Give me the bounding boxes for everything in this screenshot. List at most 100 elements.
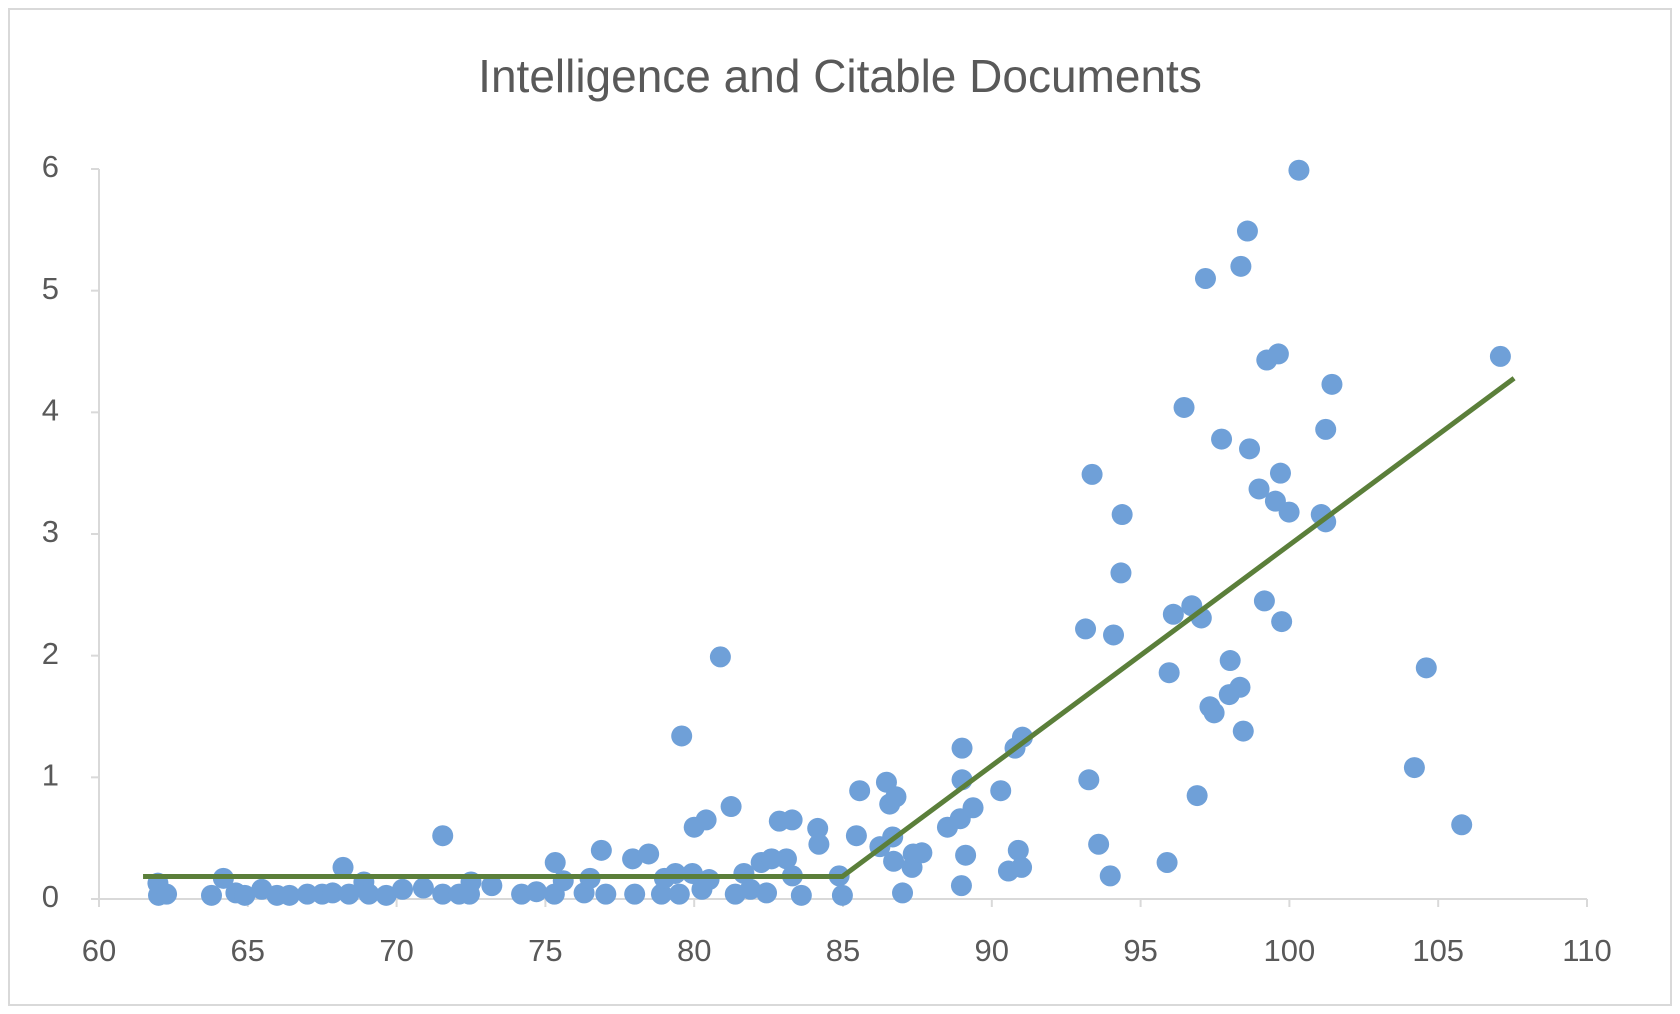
point [1011,726,1033,748]
point [695,809,717,831]
point [990,780,1012,802]
point [962,797,984,819]
point [1173,396,1195,418]
point [1321,373,1343,395]
point [432,825,454,847]
chart-border [8,8,1672,1006]
point [1489,345,1511,367]
point [1088,833,1110,855]
point [807,817,829,839]
x-tick-label: 100 [1264,933,1316,968]
point [1007,839,1029,861]
point [1186,785,1208,807]
y-tick-label: 5 [42,271,59,306]
point [1219,650,1241,672]
y-tick-label: 3 [42,514,59,549]
point [544,852,566,873]
point [1203,702,1225,724]
x-tick-label: 85 [826,933,860,968]
point [1211,428,1233,450]
point [1156,852,1178,873]
point [756,882,778,904]
point [671,725,693,747]
point [951,737,973,759]
point [1194,268,1216,289]
point [892,882,914,904]
point [1253,590,1275,612]
point [709,646,731,668]
point [156,883,178,905]
point [296,883,318,905]
point [808,833,830,855]
point [1229,676,1251,698]
point [1110,562,1132,584]
fit-line [143,376,1516,879]
point [1081,463,1103,485]
y-tick-label: 0 [42,879,59,914]
point [883,850,905,872]
point [1248,478,1270,500]
point [1078,769,1100,791]
point [332,856,354,878]
point [1267,343,1289,365]
point [1288,159,1310,181]
x-tick-label: 75 [528,933,562,968]
point [1011,856,1033,878]
point [720,796,742,818]
point [624,883,646,905]
point [622,848,644,870]
point [831,884,853,906]
point [525,881,547,903]
chart-title: Intelligence and Citable Documents [478,50,1202,102]
point [392,878,414,900]
point [552,870,574,892]
point [338,883,360,905]
point [1103,624,1125,646]
point [1232,720,1254,742]
point [790,884,812,906]
point [481,875,503,897]
point [322,882,344,904]
point [955,844,977,866]
point [761,848,783,870]
point [278,884,300,906]
y-tick-label: 2 [42,636,59,671]
y-tick-label: 6 [42,149,59,184]
point [432,883,454,905]
point [1162,603,1184,625]
point [1230,255,1252,277]
point [668,883,690,905]
point [1158,662,1180,684]
point [1269,462,1291,484]
point [1315,418,1337,440]
point [1278,501,1300,523]
point [950,875,972,897]
x-tick-label: 95 [1123,933,1157,968]
x-tick-label: 90 [975,933,1009,968]
point [1271,611,1293,633]
point [849,780,871,802]
point [1239,438,1261,460]
point [739,878,761,900]
point [1403,757,1425,779]
x-tick-label: 80 [677,933,711,968]
x-tick-label: 65 [231,933,265,968]
point [1075,618,1097,640]
point [845,825,867,847]
point [590,839,612,861]
point [1451,814,1473,836]
point [459,883,481,905]
point [650,883,672,905]
x-tick-label: 60 [82,933,116,968]
point [595,883,617,905]
point [638,843,660,865]
y-tick-label: 4 [42,393,59,428]
point [200,884,222,906]
point [1111,504,1133,526]
y-tick-label: 1 [42,758,59,793]
point [412,877,434,899]
point [1236,220,1258,242]
point [775,848,797,870]
